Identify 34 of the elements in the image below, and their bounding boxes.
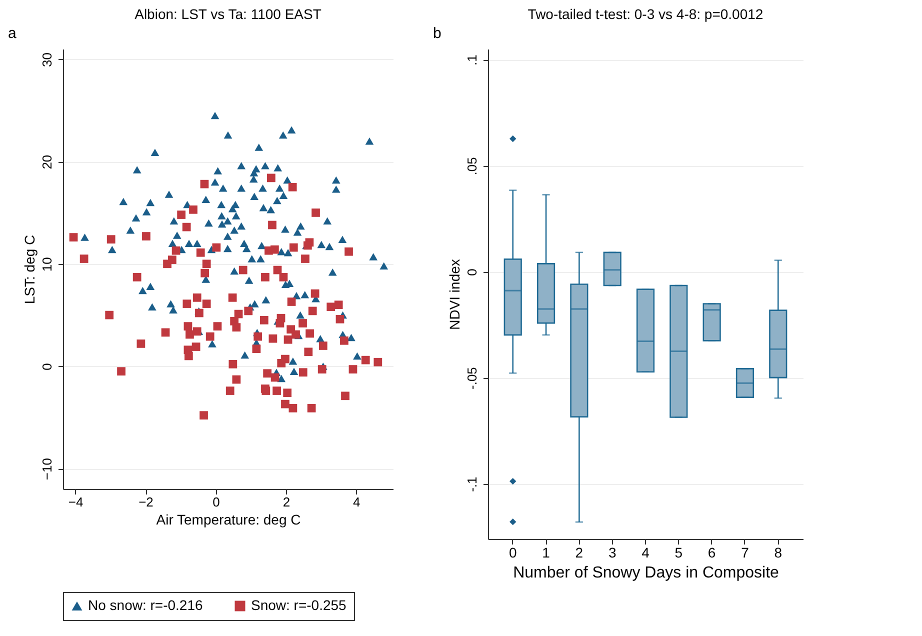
x-axis-title: Number of Snowy Days in Composite: [513, 564, 780, 582]
y-tick-label: .1: [464, 54, 480, 66]
y-tick-label: .05: [464, 157, 480, 176]
y-axis-title: LST: deg C: [22, 234, 38, 304]
y-tick-label: 30: [40, 52, 54, 67]
x-tick-label: 0: [508, 544, 517, 560]
x-axis-title: Air Temperature: deg C: [156, 512, 301, 528]
y-tick-label: 20: [40, 154, 54, 170]
legend-label: Snow: r=-0.255: [251, 597, 347, 613]
x-tick-label: 8: [774, 544, 782, 560]
y-tick-label: −10: [40, 458, 54, 480]
chart-title: Albion: LST vs Ta: 1100 EAST: [134, 6, 322, 22]
x-tick-label: 1: [542, 544, 550, 560]
x-tick-label: 3: [608, 544, 616, 560]
chart-title: Two-tailed t-test: 0-3 vs 4-8: p=0.0012: [528, 6, 764, 22]
text: a: [8, 25, 17, 42]
y-axis-title: NDVI index: [446, 259, 462, 330]
y-tick-label: 0: [40, 363, 54, 370]
x-tick-label: −4: [68, 494, 84, 510]
x-tick-label: 5: [674, 544, 683, 560]
x-tick-label: 2: [575, 544, 584, 560]
text: b: [433, 25, 442, 42]
y-tick-label: 10: [40, 257, 54, 272]
y-tick-label: 0: [464, 268, 480, 276]
y-tick-label: -.1: [464, 476, 480, 492]
x-tick-label: 7: [741, 544, 750, 560]
x-tick-label: −2: [138, 494, 154, 510]
x-tick-label: 2: [282, 494, 290, 510]
x-tick-label: 4: [642, 544, 650, 560]
x-tick-label: 6: [708, 544, 716, 560]
legend-label: No snow: r=-0.216: [88, 597, 203, 613]
x-tick-label: 4: [353, 494, 360, 510]
x-tick-label: 0: [212, 494, 220, 510]
y-tick-label: -.05: [464, 367, 480, 390]
